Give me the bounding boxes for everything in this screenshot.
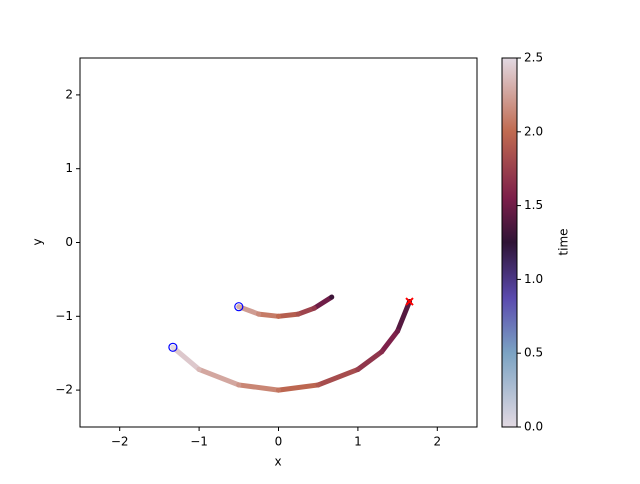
trajectory-segment (236, 382, 281, 393)
trajectory-segment (355, 349, 385, 372)
plot-frame (79, 57, 478, 428)
trajectory-point (236, 304, 242, 310)
colorbar-tick-label: 1.5 (524, 198, 543, 212)
trajectory-segment (395, 299, 413, 334)
start-marker (168, 342, 178, 352)
trajectory-point (311, 305, 317, 311)
trajectory-segment (276, 382, 321, 393)
trajectory-segment (276, 311, 301, 319)
trajectory-segment (196, 366, 242, 388)
colorbar-tick-label: 2.0 (524, 124, 543, 138)
trajectory-segment (170, 344, 202, 372)
trajectory-point (295, 311, 301, 317)
x-tick-label: 2 (433, 435, 441, 449)
y-tick-label: −1 (55, 309, 73, 323)
colorbar-tick-label: 1.0 (524, 272, 543, 286)
trajectory-point (355, 366, 361, 372)
y-tick-label: 2 (65, 87, 73, 101)
trajectory-point (395, 328, 401, 334)
colorbar-tick-label: 0.0 (524, 420, 543, 434)
x-tick-label: −2 (111, 435, 129, 449)
x-axis-label: x (274, 455, 281, 469)
trajectory-point (276, 387, 281, 393)
x-tick-label: 1 (354, 435, 362, 449)
colorbar-tick-label: 2.5 (524, 51, 543, 65)
y-tick-label: 1 (65, 161, 73, 175)
colorbar-label: time (557, 228, 571, 255)
trajectory-segment (236, 304, 262, 317)
end-marker (405, 297, 414, 306)
trajectory-segment (379, 328, 401, 355)
trajectory-point (236, 382, 242, 388)
trajectory-point (196, 366, 202, 372)
trajectory-point (329, 294, 335, 300)
trajectory-point (276, 313, 281, 319)
colorbar-tick-label: 0.5 (524, 346, 543, 360)
trajectory-segment (256, 311, 281, 319)
start-marker (234, 302, 244, 312)
y-axis-label: y (31, 238, 45, 245)
trajectory-segment (295, 305, 317, 317)
trajectory-segment (315, 366, 361, 388)
y-tick-label: 0 (65, 235, 73, 249)
y-tick-label: −2 (55, 383, 73, 397)
trajectory-point (256, 311, 262, 317)
trajectory-point (379, 349, 385, 355)
trajectory-point (315, 382, 321, 388)
x-tick-label: 0 (275, 435, 283, 449)
colorbar (501, 57, 518, 428)
trajectory-segment (311, 294, 335, 311)
x-tick-label: −1 (190, 435, 208, 449)
trajectory-point (170, 344, 176, 350)
